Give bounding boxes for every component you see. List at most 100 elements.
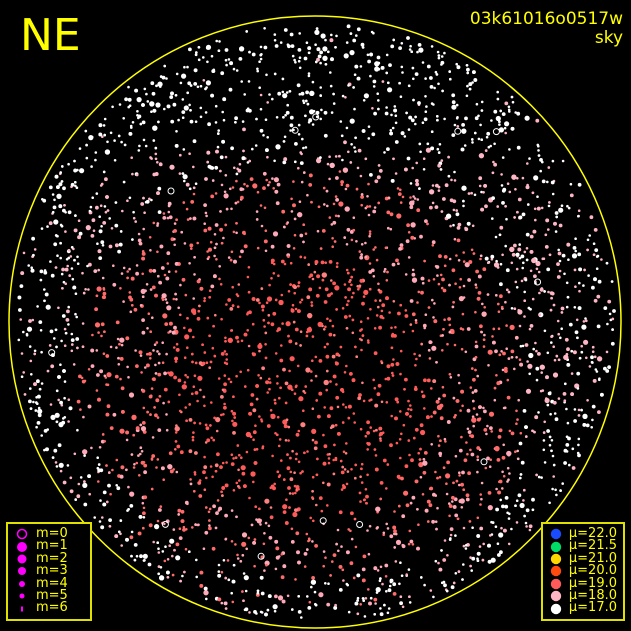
star — [140, 460, 145, 465]
star — [192, 385, 196, 389]
star — [455, 479, 459, 483]
star — [347, 287, 351, 292]
star — [106, 500, 109, 504]
star — [332, 281, 336, 286]
star — [141, 256, 146, 261]
star — [414, 321, 418, 324]
star — [205, 506, 208, 509]
bright-star — [534, 278, 542, 286]
star — [394, 416, 398, 421]
star — [484, 466, 488, 470]
star — [119, 474, 124, 479]
star — [273, 398, 277, 402]
star — [466, 221, 471, 226]
star — [120, 272, 124, 275]
star — [283, 424, 288, 429]
star — [166, 216, 170, 220]
star — [176, 444, 181, 449]
star — [224, 223, 227, 227]
brightness-label: μ=18.0 — [568, 587, 617, 603]
star — [97, 268, 100, 272]
star — [544, 233, 548, 237]
star — [328, 155, 331, 158]
star — [138, 350, 143, 355]
star — [90, 348, 95, 353]
star — [275, 555, 280, 560]
star — [62, 369, 66, 373]
star — [468, 82, 473, 86]
star — [524, 343, 529, 347]
star — [83, 379, 87, 383]
star — [61, 287, 64, 290]
star — [263, 325, 266, 328]
star — [368, 230, 372, 233]
star — [375, 314, 379, 317]
star — [504, 121, 510, 127]
star — [188, 328, 192, 333]
star — [471, 224, 475, 228]
star — [360, 481, 364, 484]
star — [264, 612, 268, 617]
star — [332, 202, 336, 206]
star — [260, 287, 264, 290]
star — [127, 376, 130, 379]
star — [574, 285, 577, 289]
star — [433, 302, 436, 305]
star — [46, 225, 49, 228]
star — [469, 386, 473, 389]
star — [391, 371, 394, 375]
star — [338, 588, 343, 592]
star — [314, 374, 318, 378]
star — [322, 481, 325, 485]
star — [476, 516, 480, 520]
star — [380, 66, 385, 70]
star — [441, 277, 445, 282]
star — [487, 491, 492, 495]
star — [551, 159, 555, 163]
star — [135, 173, 139, 177]
star — [314, 260, 319, 264]
star — [326, 204, 329, 208]
star — [438, 475, 442, 479]
magnitude-legend: m=0 m=1 m=2 m=3 m=4 m=5 m=6 — [6, 522, 92, 621]
star — [193, 82, 198, 86]
star — [580, 350, 584, 354]
star — [245, 30, 248, 33]
star — [567, 258, 570, 262]
star — [468, 260, 473, 264]
star — [258, 349, 261, 353]
star — [103, 440, 106, 443]
star — [282, 93, 288, 99]
star — [217, 49, 221, 52]
star — [188, 262, 191, 265]
star — [556, 275, 561, 279]
star — [90, 135, 94, 139]
star — [434, 205, 439, 210]
star — [446, 460, 450, 465]
star — [525, 435, 528, 438]
star — [443, 318, 446, 322]
star — [335, 395, 340, 400]
star — [360, 467, 363, 471]
star — [196, 279, 201, 284]
star — [362, 399, 366, 403]
star — [379, 607, 382, 610]
star — [454, 454, 458, 458]
star — [218, 506, 223, 511]
star — [324, 261, 328, 265]
star — [466, 327, 471, 331]
star — [529, 324, 534, 328]
star — [192, 216, 197, 221]
star — [218, 265, 221, 268]
star — [95, 294, 99, 298]
star — [95, 349, 99, 352]
star — [172, 528, 176, 531]
star — [431, 298, 434, 302]
star — [338, 154, 341, 158]
star — [234, 201, 238, 205]
star — [334, 214, 338, 218]
star — [448, 330, 452, 334]
star — [184, 293, 188, 297]
star — [48, 185, 53, 190]
star — [186, 346, 189, 350]
